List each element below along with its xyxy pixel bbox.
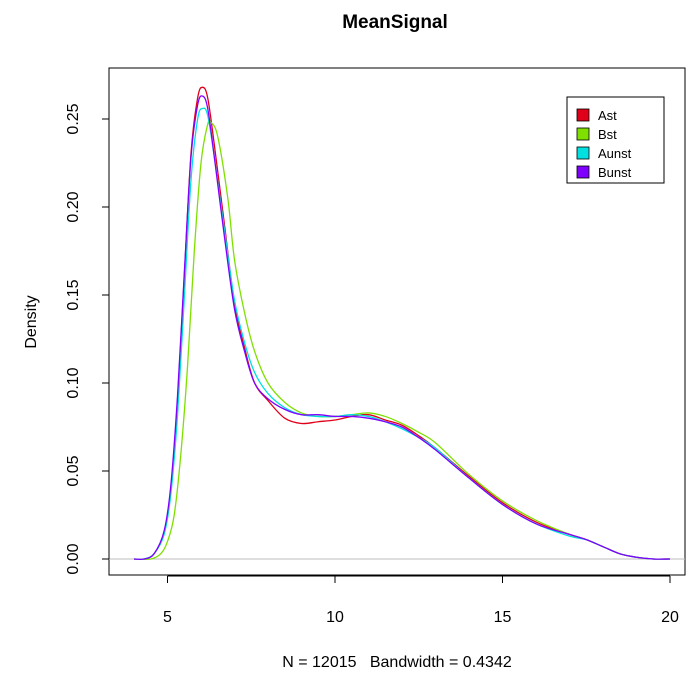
x-axis-label: N = 12015 Bandwidth = 0.4342 bbox=[282, 654, 512, 671]
legend-label-aunst: Aunst bbox=[598, 146, 632, 161]
x-tick-label: 15 bbox=[494, 609, 512, 626]
y-axis: 0.00 0.05 0.10 0.15 0.20 0.25 bbox=[65, 103, 110, 575]
x-tick-label: 5 bbox=[163, 609, 172, 626]
y-tick-label: 0.10 bbox=[65, 367, 82, 398]
series-lines bbox=[133, 86, 671, 561]
y-tick-label: 0.20 bbox=[65, 191, 82, 222]
legend-swatch-bunst bbox=[576, 165, 590, 179]
legend-swatch-aunst bbox=[576, 146, 590, 160]
series-line-bunst bbox=[133, 95, 671, 561]
legend-label-ast: Ast bbox=[598, 108, 617, 123]
x-tick-label: 10 bbox=[326, 609, 344, 626]
series-line-bst bbox=[133, 119, 671, 561]
y-tick-label: 0.05 bbox=[65, 455, 82, 486]
x-tick-label: 20 bbox=[661, 609, 679, 626]
legend-swatch-ast bbox=[576, 108, 590, 122]
y-tick-label: 0.00 bbox=[65, 543, 82, 574]
legend-label-bunst: Bunst bbox=[598, 165, 632, 180]
y-tick-label: 0.25 bbox=[65, 103, 82, 134]
y-axis-label: Density bbox=[23, 295, 40, 348]
x-axis: 5 10 15 20 bbox=[163, 575, 679, 626]
legend: Ast Bst Aunst Bunst bbox=[566, 96, 665, 184]
legend-swatch-bst bbox=[576, 127, 590, 141]
series-line-aunst bbox=[133, 107, 671, 561]
chart-title: MeanSignal bbox=[342, 12, 448, 33]
legend-label-bst: Bst bbox=[598, 127, 617, 142]
y-tick-label: 0.15 bbox=[65, 279, 82, 310]
